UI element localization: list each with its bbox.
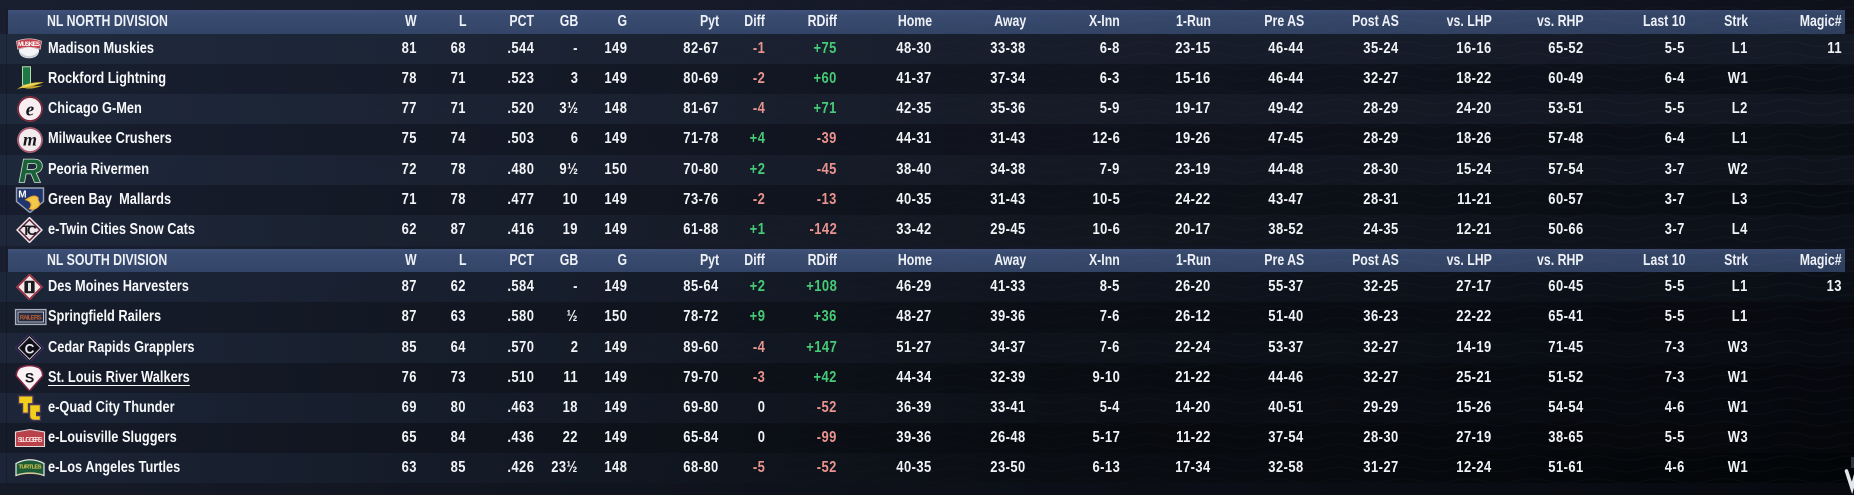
svg-text:e: e — [26, 100, 35, 121]
svg-text:S: S — [25, 369, 34, 385]
svg-text:SLUGGERS: SLUGGERS — [18, 435, 43, 444]
svg-text:C: C — [25, 341, 35, 356]
svg-text:TURTLES: TURTLES — [19, 464, 42, 470]
svg-text:TC: TC — [22, 222, 37, 238]
svg-text:R: R — [19, 157, 42, 183]
svg-text:m: m — [23, 129, 37, 149]
svg-text:RAILERS: RAILERS — [20, 316, 42, 322]
svg-text:MUSKIES: MUSKIES — [18, 41, 40, 47]
svg-text:M: M — [18, 190, 26, 201]
